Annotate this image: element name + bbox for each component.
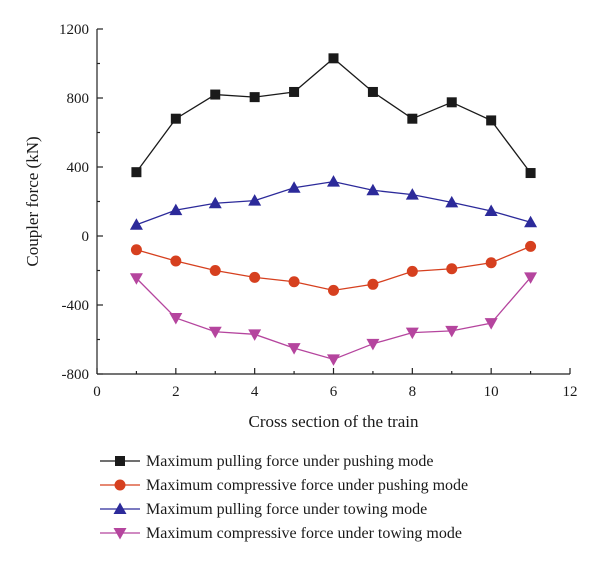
data-point xyxy=(327,175,340,187)
data-point xyxy=(484,318,498,330)
data-point xyxy=(524,272,538,284)
y-tick-label: 0 xyxy=(82,229,90,245)
legend-label: Maximum pulling force under towing mode xyxy=(146,501,427,518)
x-tick-label: 0 xyxy=(93,384,101,400)
data-point xyxy=(170,255,182,267)
data-point xyxy=(288,276,300,288)
legend-label: Maximum compressive force under pushing … xyxy=(146,477,468,494)
x-tick-label: 6 xyxy=(330,384,338,400)
data-point xyxy=(287,343,301,355)
legend-item: Maximum pulling force under pushing mode xyxy=(100,453,434,470)
data-point xyxy=(525,168,536,179)
y-tick-label: -400 xyxy=(62,298,90,314)
data-point xyxy=(169,312,183,325)
data-point xyxy=(446,97,457,108)
data-point xyxy=(525,240,537,252)
series-3 xyxy=(129,175,538,230)
data-point xyxy=(287,181,301,193)
legend-item: Maximum compressive force under towing m… xyxy=(100,525,462,542)
data-point xyxy=(405,327,419,340)
series-4 xyxy=(129,272,538,366)
legend-marker xyxy=(113,528,127,540)
data-point xyxy=(486,115,497,126)
data-point xyxy=(131,167,142,178)
y-tick-label: 1200 xyxy=(59,22,89,38)
series-1 xyxy=(131,53,536,179)
data-point xyxy=(249,92,260,103)
x-tick-label: 12 xyxy=(563,384,578,400)
x-tick-label: 2 xyxy=(172,384,180,400)
y-tick-label: 800 xyxy=(67,91,90,107)
data-point xyxy=(327,354,340,366)
data-point xyxy=(445,195,459,208)
data-point xyxy=(367,86,378,97)
data-point xyxy=(367,278,379,290)
data-point xyxy=(208,196,222,209)
series-line xyxy=(136,181,531,226)
legend-item: Maximum pulling force under towing mode xyxy=(100,501,427,518)
data-point xyxy=(249,271,261,283)
data-point xyxy=(485,257,497,269)
legend-marker xyxy=(115,456,125,466)
legend-label: Maximum compressive force under towing m… xyxy=(146,525,462,542)
data-point xyxy=(248,329,262,341)
x-tick-label: 8 xyxy=(409,384,417,400)
data-point xyxy=(209,265,221,276)
data-point xyxy=(445,325,459,338)
data-point xyxy=(328,284,339,296)
data-point xyxy=(406,265,418,277)
y-axis-title: Coupler force (kN) xyxy=(23,136,42,266)
y-tick-label: -800 xyxy=(62,367,90,383)
data-point xyxy=(289,86,300,97)
y-tick-label: 400 xyxy=(67,160,90,176)
data-point xyxy=(169,203,183,216)
data-point xyxy=(248,194,262,206)
data-point xyxy=(130,244,142,256)
data-point xyxy=(129,218,143,230)
data-point xyxy=(405,188,419,200)
data-point xyxy=(407,113,418,124)
legend-marker xyxy=(114,479,126,491)
legend-item: Maximum compressive force under pushing … xyxy=(100,477,468,494)
axes: -800 -400 0 400 800 1200 0 2 4 6 8 10 12 xyxy=(59,22,578,400)
series-line xyxy=(136,245,531,291)
data-point xyxy=(129,273,143,285)
data-point xyxy=(328,53,339,64)
data-point xyxy=(446,263,458,275)
data-point xyxy=(366,338,380,351)
series-2 xyxy=(130,240,537,296)
data-point xyxy=(524,215,538,228)
series-line xyxy=(135,57,532,174)
series-layer xyxy=(129,53,538,366)
data-point xyxy=(484,204,498,216)
legend-label: Maximum pulling force under pushing mode xyxy=(146,453,434,470)
x-tick-label: 10 xyxy=(484,384,499,400)
data-point xyxy=(210,89,221,100)
x-tick-label: 4 xyxy=(251,384,259,400)
data-point xyxy=(366,183,380,196)
data-point xyxy=(208,326,222,339)
legend-marker xyxy=(113,502,127,514)
data-point xyxy=(170,113,181,124)
x-axis-title: Cross section of the train xyxy=(249,412,419,431)
legend: Maximum pulling force under pushing mode… xyxy=(100,453,468,542)
